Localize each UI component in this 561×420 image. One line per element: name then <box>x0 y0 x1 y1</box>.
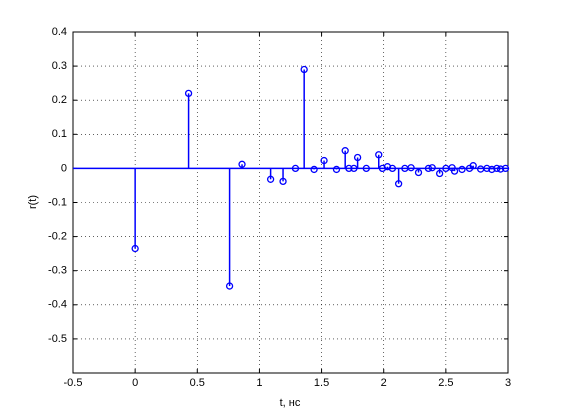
stem-marker <box>279 177 287 186</box>
stem-marker <box>450 167 459 175</box>
y-tick-label: -0.2 <box>48 231 67 243</box>
y-tick-label: -0.3 <box>48 265 67 277</box>
axes-box <box>72 31 509 374</box>
y-tick-label: -0.1 <box>48 196 67 208</box>
stem-marker <box>458 165 466 174</box>
y-axis-label: r(t) <box>27 195 39 209</box>
y-tick-label: -0.5 <box>48 333 67 345</box>
stem-marker <box>332 165 341 174</box>
stem-marker <box>414 168 423 177</box>
y-tick-label: 0 <box>61 162 67 174</box>
plot-area <box>73 32 508 373</box>
stem-marker <box>320 156 328 165</box>
stem-marker <box>501 164 510 173</box>
stem-marker <box>483 164 491 173</box>
stem-marker <box>407 164 415 172</box>
stem-marker <box>184 89 193 98</box>
x-tick-label: 2 <box>381 377 387 389</box>
y-tick-label: 0.3 <box>52 60 67 72</box>
stem-marker <box>362 164 370 173</box>
stem-marker <box>353 153 362 162</box>
x-tick-label: 1.5 <box>314 377 329 389</box>
stem-marker <box>238 160 246 168</box>
x-tick-label: 0 <box>132 377 138 389</box>
x-tick-label: 2.5 <box>438 377 453 389</box>
stem-marker <box>496 165 505 173</box>
stem-marker <box>225 282 234 290</box>
x-tick-label: 1 <box>256 377 262 389</box>
stem-marker <box>345 164 353 173</box>
x-axis-label: t, нс <box>280 397 301 409</box>
stem-marker <box>435 169 444 178</box>
y-tick-label: 0.4 <box>52 26 67 38</box>
stem-marker <box>488 165 496 174</box>
stem-marker <box>131 244 139 253</box>
x-tick-label: -0.5 <box>64 377 83 389</box>
stem-marker <box>394 180 403 188</box>
y-tick-label: 0.2 <box>52 94 67 106</box>
y-tick-label: 0.1 <box>52 128 67 140</box>
stem-marker <box>300 65 308 74</box>
stem-marker <box>428 164 436 172</box>
stem-marker <box>266 175 275 183</box>
stem-marker <box>375 151 383 159</box>
stem-marker <box>291 164 300 173</box>
x-tick-label: 0.5 <box>190 377 205 389</box>
x-tick-label: 3 <box>505 377 511 389</box>
stem-marker <box>341 147 349 155</box>
stem-marker <box>388 164 397 173</box>
y-tick-label: -0.4 <box>48 299 67 311</box>
stem-marker <box>310 165 318 174</box>
stem-marker <box>469 162 477 170</box>
